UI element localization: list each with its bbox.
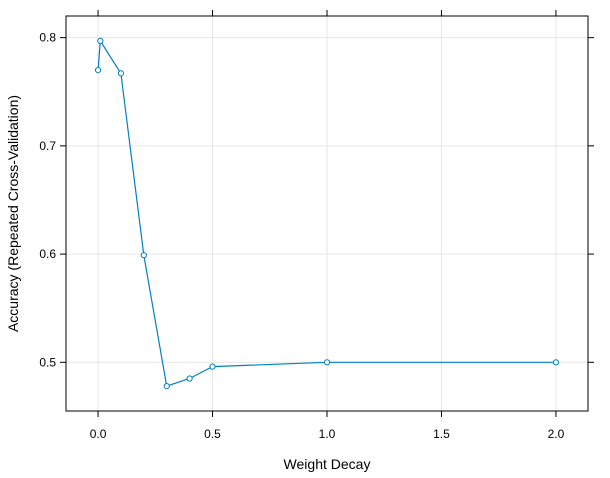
y-tick-label-0: 0.5: [39, 355, 56, 369]
y-axis-title: Accuracy (Repeated Cross-Validation): [5, 95, 21, 332]
data-point-0-7: [323, 359, 331, 366]
y-tick-label-3: 0.8: [39, 31, 56, 45]
data-point-0-0: [94, 67, 102, 74]
data-point-0-1: [97, 37, 104, 44]
x-tick-label-2: 1.0: [319, 427, 336, 441]
data-point-0-3: [140, 252, 147, 259]
x-tick-label-0: 0.0: [90, 427, 107, 441]
x-axis-title: Weight Decay: [284, 456, 371, 472]
y-tick-label-2: 0.7: [39, 139, 56, 153]
y-tick-label-1: 0.6: [39, 247, 56, 261]
data-point-0-5: [186, 375, 193, 382]
x-tick-label-1: 0.5: [204, 427, 221, 441]
x-tick-label-3: 1.5: [433, 427, 450, 441]
grid: [66, 16, 588, 411]
x-tick-label-4: 2.0: [548, 427, 565, 441]
axis-ticks: 0.0 0.5 1.0 1.5 2.0 0.5 0.6 0.7 0.8: [39, 10, 594, 441]
data-point-0-4: [163, 383, 170, 390]
series: [94, 37, 560, 390]
data-point-0-8: [552, 359, 560, 366]
data-point-0-6: [209, 363, 216, 370]
data-point-0-2: [117, 70, 125, 77]
